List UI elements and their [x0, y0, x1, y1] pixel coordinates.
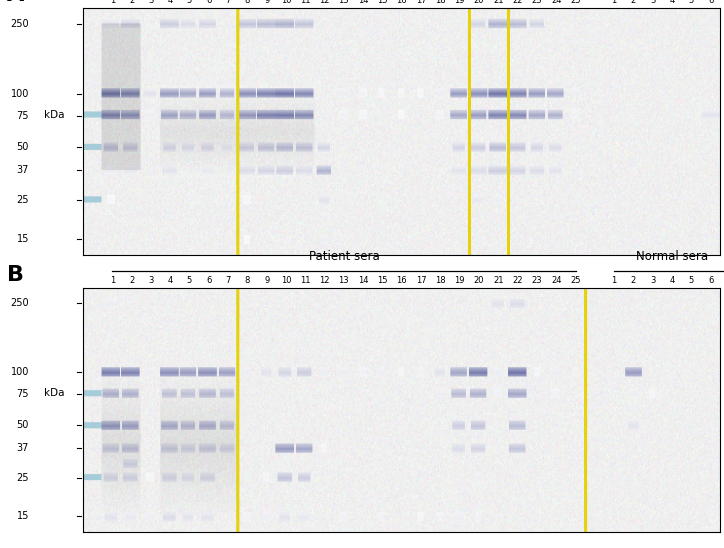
Text: 21: 21: [493, 0, 504, 5]
Text: 25: 25: [571, 276, 581, 285]
Text: 5: 5: [187, 0, 192, 5]
Text: 5: 5: [689, 0, 694, 5]
Text: 2: 2: [631, 0, 636, 5]
Text: 15: 15: [377, 276, 388, 285]
Text: 250: 250: [10, 298, 29, 308]
Text: 1: 1: [109, 0, 115, 5]
Text: 25: 25: [571, 0, 581, 5]
Text: 1: 1: [612, 276, 617, 285]
Text: 24: 24: [551, 0, 562, 5]
Text: 13: 13: [339, 276, 349, 285]
Text: 8: 8: [245, 0, 250, 5]
Text: 20: 20: [473, 276, 484, 285]
Text: B: B: [7, 265, 24, 285]
Text: Normal sera: Normal sera: [636, 250, 708, 263]
Text: 15: 15: [17, 235, 29, 244]
Text: 11: 11: [300, 0, 311, 5]
Text: 9: 9: [264, 276, 269, 285]
Text: 250: 250: [10, 19, 29, 28]
Text: kDa: kDa: [44, 110, 64, 120]
Text: 16: 16: [397, 0, 407, 5]
Text: A: A: [7, 0, 25, 5]
Text: 9: 9: [264, 0, 269, 5]
Text: 100: 100: [11, 89, 29, 99]
Text: 5: 5: [689, 276, 694, 285]
Text: 18: 18: [435, 276, 446, 285]
Text: 19: 19: [455, 276, 465, 285]
Text: 2: 2: [129, 276, 134, 285]
Text: 22: 22: [513, 0, 523, 5]
Text: 1: 1: [109, 276, 115, 285]
Text: 25: 25: [17, 195, 29, 206]
Text: 6: 6: [708, 0, 713, 5]
Text: 2: 2: [631, 276, 636, 285]
Text: 11: 11: [300, 276, 311, 285]
Text: 5: 5: [187, 276, 192, 285]
Text: 6: 6: [206, 276, 211, 285]
Text: 3: 3: [148, 0, 153, 5]
Text: 2: 2: [129, 0, 134, 5]
Text: 3: 3: [650, 276, 655, 285]
Text: 50: 50: [17, 142, 29, 152]
Text: 4: 4: [670, 276, 675, 285]
Text: 23: 23: [531, 276, 542, 285]
Text: 37: 37: [17, 165, 29, 175]
Text: 22: 22: [513, 276, 523, 285]
Text: 23: 23: [531, 0, 542, 5]
Text: 7: 7: [225, 0, 231, 5]
Text: 19: 19: [455, 0, 465, 5]
Text: 17: 17: [416, 0, 426, 5]
Text: 50: 50: [17, 420, 29, 430]
Text: 18: 18: [435, 0, 446, 5]
Text: 4: 4: [167, 0, 173, 5]
Text: 15: 15: [17, 511, 29, 521]
Text: 14: 14: [358, 0, 369, 5]
Text: 4: 4: [670, 0, 675, 5]
Text: 14: 14: [358, 276, 369, 285]
Text: kDa: kDa: [44, 388, 64, 398]
Text: 21: 21: [493, 276, 504, 285]
Text: 3: 3: [148, 276, 153, 285]
Text: 75: 75: [17, 389, 29, 399]
Text: 1: 1: [612, 0, 617, 5]
Text: Patient sera: Patient sera: [308, 250, 379, 263]
Text: 16: 16: [397, 276, 407, 285]
Text: 8: 8: [245, 276, 250, 285]
Text: 6: 6: [206, 0, 211, 5]
Text: 20: 20: [473, 0, 484, 5]
Text: 10: 10: [281, 0, 291, 5]
Text: 6: 6: [708, 276, 713, 285]
Text: 37: 37: [17, 443, 29, 453]
Text: 100: 100: [11, 368, 29, 378]
Text: 15: 15: [377, 0, 388, 5]
Text: 25: 25: [17, 472, 29, 483]
Text: 17: 17: [416, 276, 426, 285]
Text: 12: 12: [319, 276, 330, 285]
Text: 3: 3: [650, 0, 655, 5]
Text: 12: 12: [319, 0, 330, 5]
Text: 75: 75: [17, 111, 29, 121]
Text: 13: 13: [339, 0, 349, 5]
Text: 10: 10: [281, 276, 291, 285]
Text: 4: 4: [167, 276, 173, 285]
Text: 24: 24: [551, 276, 562, 285]
Text: 7: 7: [225, 276, 231, 285]
